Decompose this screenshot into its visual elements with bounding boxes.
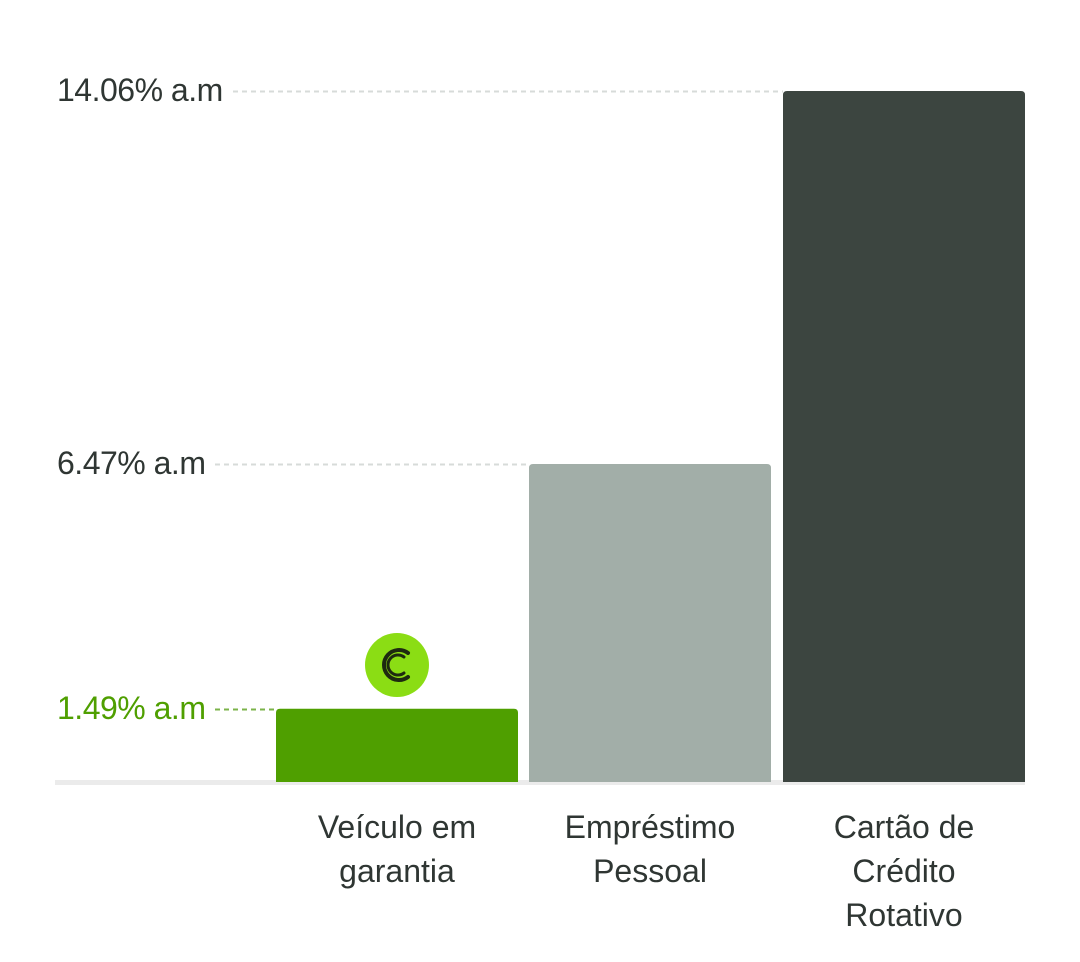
category-label-3: Cartão de Crédito Rotativo [783, 805, 1025, 937]
category-label-line: Empréstimo [564, 809, 736, 845]
value-label-2: 6.47% a.m [57, 447, 212, 480]
category-label-line: Crédito [852, 853, 956, 889]
category-label-line: Cartão de [833, 809, 975, 845]
brand-c-logo-icon [365, 632, 429, 697]
category-label-2: Empréstimo Pessoal [529, 805, 771, 893]
value-label-1: 1.49% a.m [57, 691, 212, 724]
category-label-1: Veículo em garantia [276, 805, 518, 893]
bar-3 [783, 91, 1025, 782]
value-label-3: 14.06% a.m [57, 74, 229, 106]
category-label-line: Rotativo [845, 897, 963, 933]
category-label-line: garantia [339, 853, 455, 889]
bar-1 [276, 708, 518, 782]
category-label-line: Veículo em [317, 809, 477, 845]
category-label-line: Pessoal [593, 853, 707, 889]
bar-2 [529, 464, 771, 782]
